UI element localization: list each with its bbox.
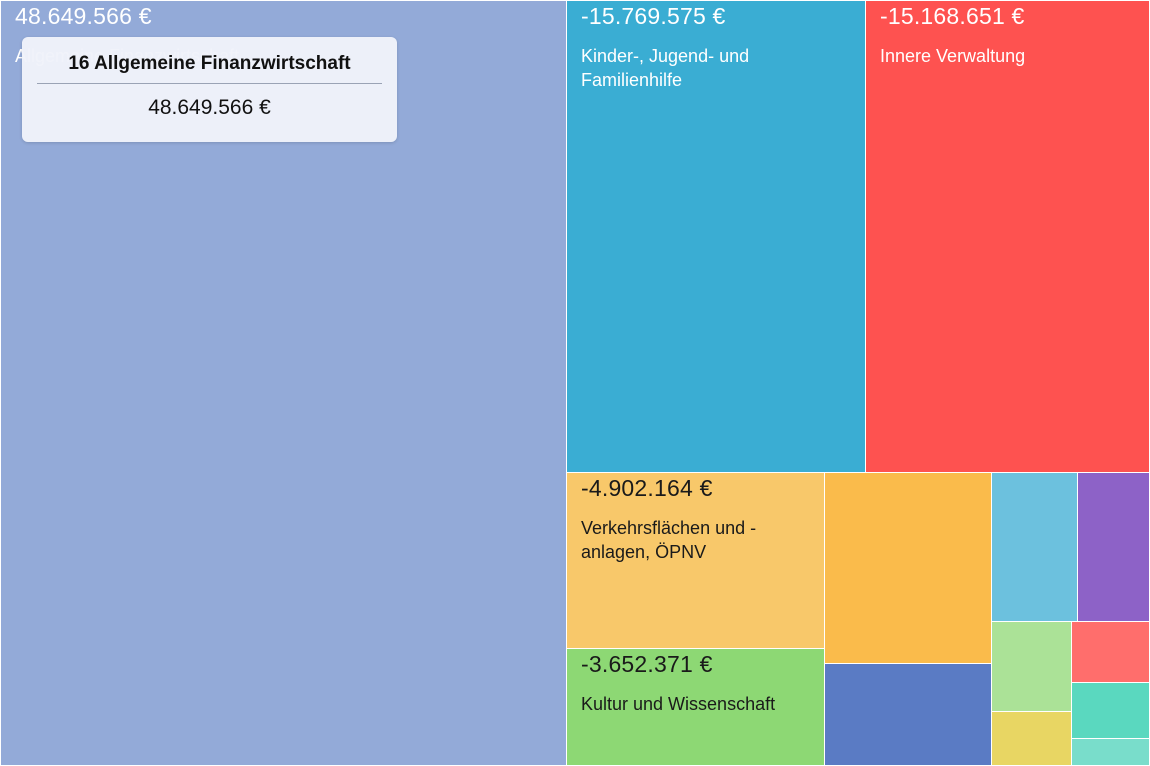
tile-value: -3.652.371 € xyxy=(581,651,713,677)
treemap-tile[interactable] xyxy=(824,663,992,766)
tooltip-value: 48.649.566 € xyxy=(148,96,271,119)
treemap-tile[interactable] xyxy=(991,711,1072,766)
tooltip-title: 16 Allgemeine Finanzwirtschaft xyxy=(68,53,351,74)
tile-label: Kultur und Wissenschaft xyxy=(581,694,776,714)
treemap-tile[interactable] xyxy=(1077,472,1150,622)
tile-label: Kinder-, Jugend- und Familienhilfe xyxy=(581,46,750,90)
tile-value: 48.649.566 € xyxy=(15,3,152,29)
treemap-tile[interactable] xyxy=(1071,682,1150,739)
tile-value: -4.902.164 € xyxy=(581,475,713,501)
treemap-tile[interactable] xyxy=(991,621,1072,712)
treemap-tile[interactable]: -4.902.164 € Verkehrsflächen und -anlagen… xyxy=(566,472,825,649)
treemap-tile[interactable] xyxy=(1071,621,1150,683)
treemap-tile[interactable] xyxy=(824,472,992,664)
tile-label: Innere Verwaltung xyxy=(880,46,1026,66)
treemap-tile[interactable]: -15.168.651 € Innere Verwaltung xyxy=(865,0,1150,473)
treemap-tile[interactable] xyxy=(991,472,1078,622)
treemap-tile[interactable]: -3.652.371 € Kultur und Wissenschaft xyxy=(566,648,825,766)
tooltip-divider xyxy=(37,83,382,84)
treemap-tile[interactable]: -15.769.575 € Kinder-, Jugend- und Famili… xyxy=(566,0,866,473)
tooltip: 16 Allgemeine Finanzwirtschaft 48.649.56… xyxy=(22,37,397,142)
tile-label: Verkehrsflächen und -anlagen, ÖPNV xyxy=(581,518,757,562)
tile-value: -15.168.651 € xyxy=(880,3,1025,29)
tile-value: -15.769.575 € xyxy=(581,3,726,29)
treemap-tile[interactable] xyxy=(1071,738,1150,766)
